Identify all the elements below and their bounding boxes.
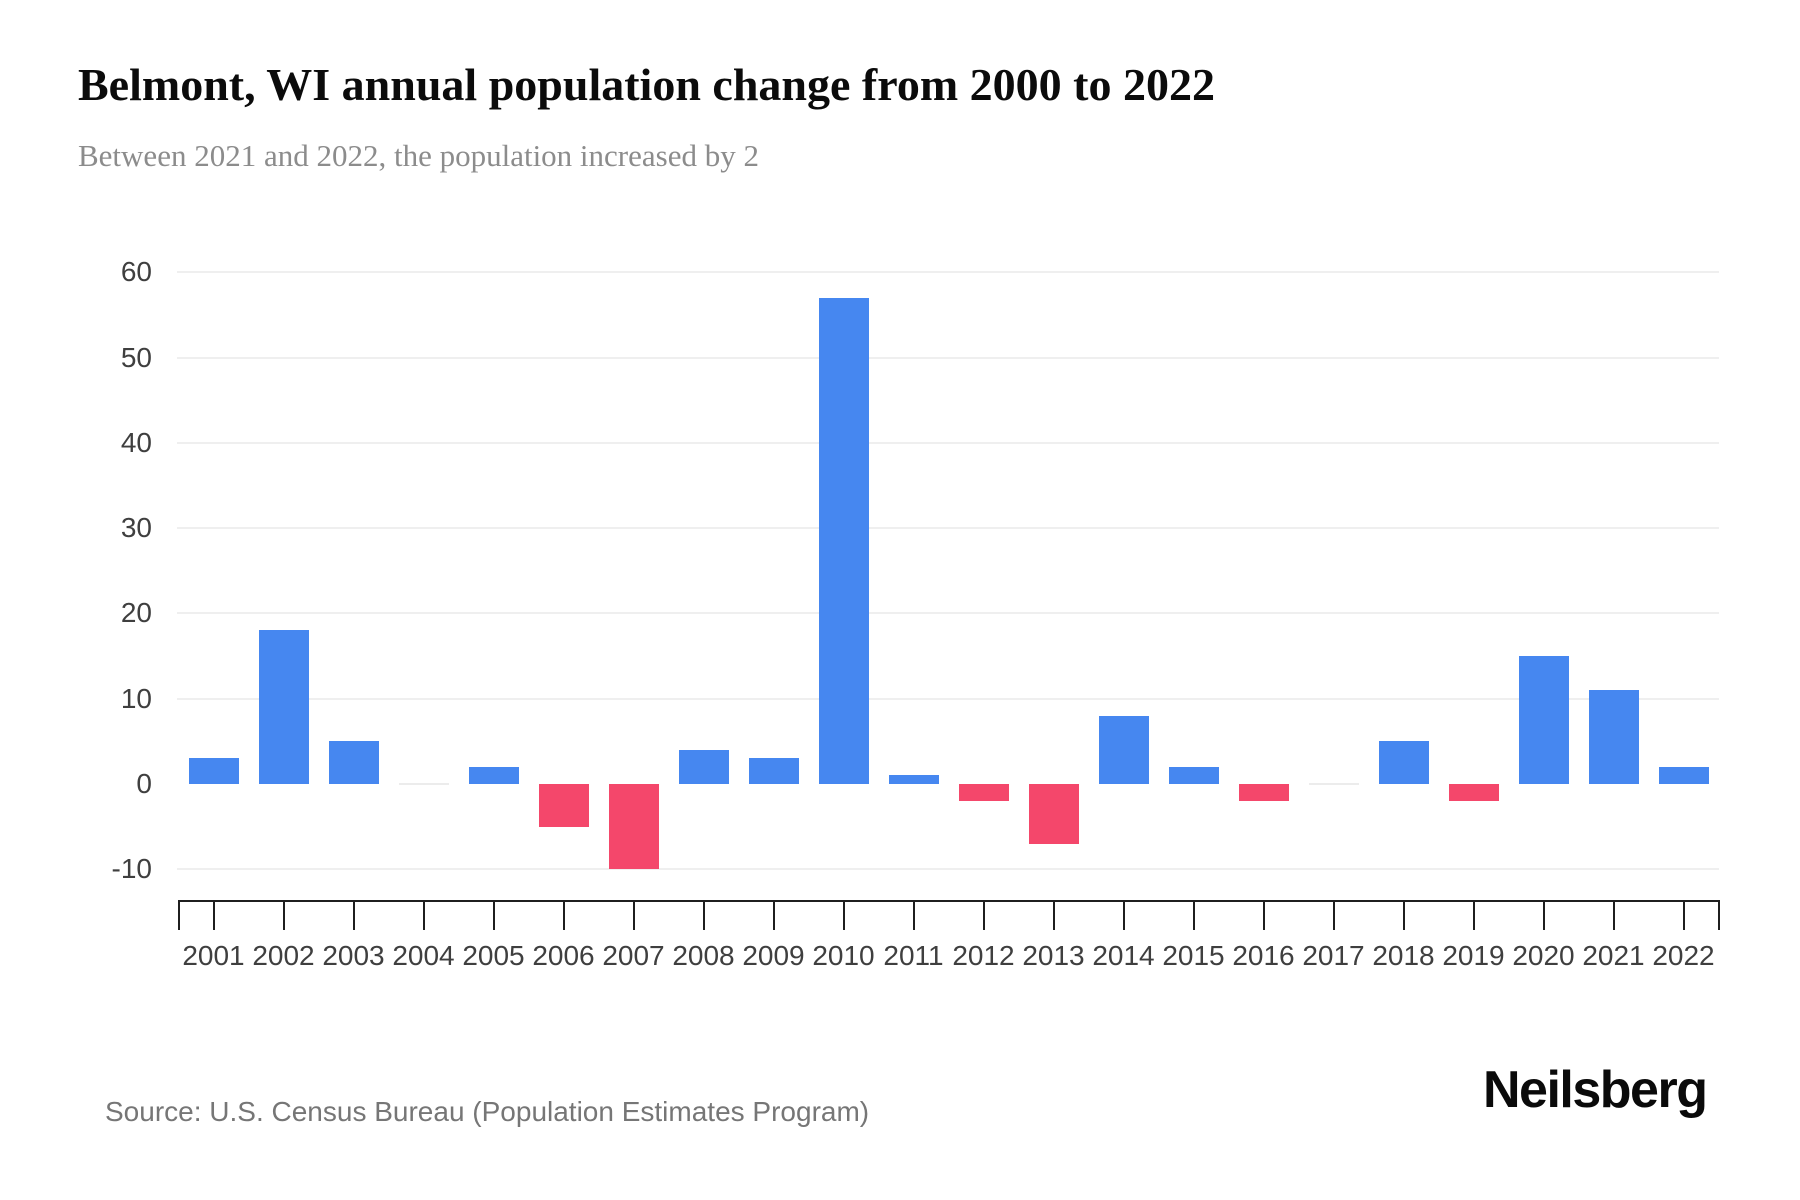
x-axis-tick-2008	[702, 900, 705, 930]
y-axis-label-10: 10	[120, 682, 152, 714]
x-axis-tick-2012	[982, 900, 985, 930]
y-axis-label-20: 20	[120, 597, 152, 629]
x-axis-label-2020: 2020	[1512, 940, 1575, 971]
gridline-50	[177, 356, 1719, 359]
x-axis-label-2005: 2005	[462, 940, 525, 971]
x-axis-label-2014: 2014	[1092, 940, 1155, 971]
bar-2014[interactable]	[1098, 715, 1149, 784]
bar-2002[interactable]	[258, 630, 309, 784]
chart-subtitle: Between 2021 and 2022, the population in…	[78, 138, 759, 173]
x-axis-tick-2006	[562, 900, 565, 930]
x-axis-label-2003: 2003	[322, 940, 385, 971]
bar-2019[interactable]	[1448, 784, 1499, 802]
bar-2008[interactable]	[678, 749, 729, 784]
bar-2006[interactable]	[538, 784, 589, 827]
x-axis-label-2013: 2013	[1022, 940, 1085, 971]
x-axis-label-2018: 2018	[1372, 940, 1435, 971]
gridline-10	[177, 697, 1719, 700]
y-axis-label-50: 50	[120, 341, 152, 373]
x-axis-label-2021: 2021	[1582, 940, 1645, 971]
x-axis-end-tick	[1717, 900, 1720, 930]
x-axis-tick-2010	[842, 900, 845, 930]
x-axis-tick-2014	[1122, 900, 1125, 930]
x-axis-label-2016: 2016	[1232, 940, 1295, 971]
gridline-40	[177, 441, 1719, 444]
x-axis-label-2001: 2001	[182, 940, 245, 971]
bar-2004[interactable]	[398, 783, 449, 785]
x-axis-tick-2020	[1542, 900, 1545, 930]
gridline-60	[177, 271, 1719, 274]
bar-2007[interactable]	[608, 784, 659, 870]
x-axis-label-2017: 2017	[1302, 940, 1365, 971]
x-axis-tick-2005	[492, 900, 495, 930]
bar-2017[interactable]	[1308, 783, 1359, 785]
y-axis-label-60: 60	[120, 256, 152, 288]
y-axis-label-40: 40	[120, 426, 152, 458]
x-axis-tick-2001	[212, 900, 215, 930]
x-axis-label-2019: 2019	[1442, 940, 1505, 971]
x-axis-label-2009: 2009	[742, 940, 805, 971]
x-axis-tick-2018	[1402, 900, 1405, 930]
x-axis-tick-2011	[912, 900, 915, 930]
x-axis-label-2004: 2004	[392, 940, 455, 971]
x-axis-label-2008: 2008	[672, 940, 735, 971]
bar-2015[interactable]	[1168, 766, 1219, 784]
x-axis-label-2006: 2006	[532, 940, 595, 971]
y-axis-label--10: -10	[111, 853, 152, 885]
bar-2016[interactable]	[1238, 784, 1289, 802]
gridline--10	[177, 868, 1719, 871]
x-axis-label-2012: 2012	[952, 940, 1015, 971]
x-axis-line	[178, 900, 1719, 902]
bar-2021[interactable]	[1588, 690, 1639, 784]
bar-2010[interactable]	[818, 297, 869, 784]
chart-title: Belmont, WI annual population change fro…	[78, 59, 1215, 110]
bar-2022[interactable]	[1658, 766, 1709, 784]
bar-2005[interactable]	[468, 766, 519, 784]
neilsberg-logo: Neilsberg	[1483, 1061, 1708, 1119]
gridline-30	[177, 527, 1719, 530]
x-axis-label-2011: 2011	[883, 940, 944, 971]
x-axis-tick-2015	[1192, 900, 1195, 930]
bar-2001[interactable]	[188, 758, 239, 784]
x-axis-tick-2016	[1262, 900, 1265, 930]
x-axis-tick-2002	[282, 900, 285, 930]
x-axis-tick-2007	[632, 900, 635, 930]
bar-2009[interactable]	[748, 758, 799, 784]
bar-2013[interactable]	[1028, 784, 1079, 844]
x-axis-tick-2017	[1332, 900, 1335, 930]
x-axis-label-2007: 2007	[602, 940, 665, 971]
source-note: Source: U.S. Census Bureau (Population E…	[105, 1096, 870, 1127]
x-axis-label-2010: 2010	[812, 940, 875, 971]
bar-2011[interactable]	[888, 775, 939, 784]
x-axis-label-2015: 2015	[1162, 940, 1225, 971]
x-axis-tick-2009	[772, 900, 775, 930]
x-axis-tick-2019	[1472, 900, 1475, 930]
x-axis-label-2022: 2022	[1652, 940, 1715, 971]
bar-2020[interactable]	[1518, 656, 1569, 784]
bar-2003[interactable]	[328, 741, 379, 784]
y-axis-label-30: 30	[120, 512, 152, 544]
bar-2012[interactable]	[958, 784, 1009, 802]
x-axis-tick-2013	[1052, 900, 1055, 930]
x-axis-tick-2003	[352, 900, 355, 930]
gridline-20	[177, 612, 1719, 615]
x-axis-tick-2021	[1612, 900, 1615, 930]
bar-2018[interactable]	[1378, 741, 1429, 784]
y-axis-label-0: 0	[136, 768, 152, 799]
x-axis-end-tick	[177, 900, 180, 930]
x-axis-tick-2022	[1682, 900, 1685, 930]
x-axis-label-2002: 2002	[252, 940, 315, 971]
x-axis-tick-2004	[422, 900, 425, 930]
